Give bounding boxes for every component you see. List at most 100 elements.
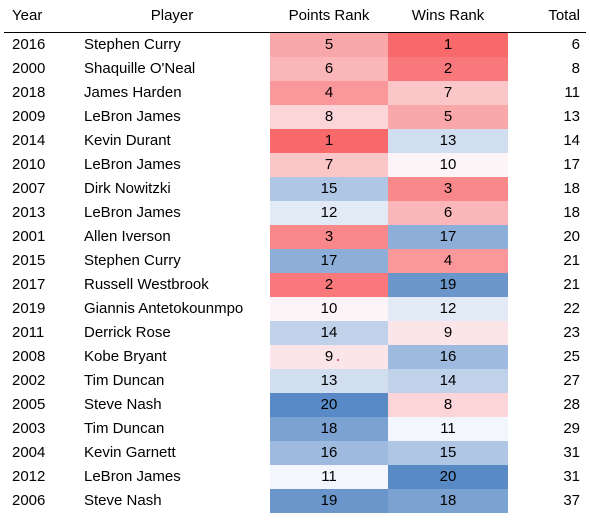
year-cell[interactable]: 2018 (12, 84, 46, 101)
player-cell[interactable]: Giannis Antetokounmpo (84, 300, 244, 317)
points-rank-cell[interactable]: 3 (270, 225, 388, 249)
total-cell[interactable]: 14 (563, 132, 580, 149)
player-cell[interactable]: James Harden (84, 84, 182, 101)
wins-rank-cell[interactable]: 8 (388, 393, 508, 417)
points-rank-cell[interactable]: 20 (270, 393, 388, 417)
year-cell[interactable]: 2017 (12, 276, 46, 293)
year-cell[interactable]: 2001 (12, 228, 46, 245)
total-cell[interactable]: 18 (563, 180, 580, 197)
total-cell[interactable]: 21 (563, 252, 580, 269)
year-cell[interactable]: 2009 (12, 108, 46, 125)
wins-rank-cell[interactable]: 4 (388, 249, 508, 273)
total-cell[interactable]: 37 (563, 492, 580, 509)
total-cell[interactable]: 31 (563, 468, 580, 485)
wins-rank-cell[interactable]: 19 (388, 273, 508, 297)
player-cell[interactable]: Shaquille O'Neal (84, 60, 196, 77)
wins-rank-cell[interactable]: 14 (388, 369, 508, 393)
total-cell[interactable]: 21 (563, 276, 580, 293)
total-header[interactable]: Total (508, 0, 586, 33)
wins-rank-cell[interactable]: 13 (388, 129, 508, 153)
year-cell[interactable]: 2012 (12, 468, 46, 485)
total-cell[interactable]: 22 (563, 300, 580, 317)
points-rank-cell[interactable]: 12 (270, 201, 388, 225)
player-cell[interactable]: Russell Westbrook (84, 276, 209, 293)
total-cell[interactable]: 11 (564, 84, 580, 101)
player-cell[interactable]: Stephen Curry (84, 36, 181, 53)
total-cell[interactable]: 17 (563, 156, 580, 173)
wins-rank-cell[interactable]: 3 (388, 177, 508, 201)
points-rank-cell[interactable]: 19 (270, 489, 388, 513)
year-cell[interactable]: 2006 (12, 492, 46, 509)
points-rank-cell[interactable]: 2 (270, 273, 388, 297)
year-cell[interactable]: 2003 (12, 420, 46, 437)
wins-rank-cell[interactable]: 7 (388, 81, 508, 105)
wins-rank-header[interactable]: Wins Rank (388, 0, 508, 33)
player-cell[interactable]: Dirk Nowitzki (84, 180, 171, 197)
points-rank-cell[interactable]: 9 (270, 345, 388, 369)
points-rank-cell[interactable]: 1 (270, 129, 388, 153)
year-cell[interactable]: 2010 (12, 156, 46, 173)
player-header[interactable]: Player (74, 0, 270, 33)
total-cell[interactable]: 13 (563, 108, 580, 125)
total-cell[interactable]: 18 (563, 204, 580, 221)
wins-rank-cell[interactable]: 15 (388, 441, 508, 465)
wins-rank-cell[interactable]: 9 (388, 321, 508, 345)
total-cell[interactable]: 23 (563, 324, 580, 341)
player-cell[interactable]: LeBron James (84, 108, 181, 125)
year-cell[interactable]: 2007 (12, 180, 46, 197)
total-cell[interactable]: 28 (563, 396, 580, 413)
year-cell[interactable]: 2011 (12, 324, 45, 341)
points-rank-header[interactable]: Points Rank (270, 0, 388, 33)
year-cell[interactable]: 2004 (12, 444, 46, 461)
wins-rank-cell[interactable]: 20 (388, 465, 508, 489)
points-rank-cell[interactable]: 4 (270, 81, 388, 105)
wins-rank-cell[interactable]: 2 (388, 57, 508, 81)
points-rank-cell[interactable]: 13 (270, 369, 388, 393)
total-cell[interactable]: 25 (563, 348, 580, 365)
points-rank-cell[interactable]: 8 (270, 105, 388, 129)
player-cell[interactable]: LeBron James (84, 468, 181, 485)
total-cell[interactable]: 27 (563, 372, 580, 389)
player-cell[interactable]: Kevin Garnett (84, 444, 176, 461)
year-cell[interactable]: 2014 (12, 132, 46, 149)
player-cell[interactable]: Tim Duncan (84, 420, 165, 437)
wins-rank-cell[interactable]: 1 (388, 32, 508, 57)
total-cell[interactable]: 31 (563, 444, 580, 461)
player-cell[interactable]: Steve Nash (84, 492, 162, 509)
year-header[interactable]: Year (4, 0, 74, 33)
player-cell[interactable]: Kobe Bryant (84, 348, 167, 365)
total-cell[interactable]: 6 (571, 36, 580, 53)
year-cell[interactable]: 2000 (12, 60, 46, 77)
points-rank-cell[interactable]: 17 (270, 249, 388, 273)
wins-rank-cell[interactable]: 12 (388, 297, 508, 321)
points-rank-cell[interactable]: 7 (270, 153, 388, 177)
player-cell[interactable]: Steve Nash (84, 396, 162, 413)
year-cell[interactable]: 2013 (12, 204, 46, 221)
year-cell[interactable]: 2002 (12, 372, 46, 389)
wins-rank-cell[interactable]: 10 (388, 153, 508, 177)
points-rank-cell[interactable]: 15 (270, 177, 388, 201)
points-rank-cell[interactable]: 14 (270, 321, 388, 345)
wins-rank-cell[interactable]: 16 (388, 345, 508, 369)
wins-rank-cell[interactable]: 17 (388, 225, 508, 249)
total-cell[interactable]: 8 (571, 60, 580, 77)
points-rank-cell[interactable]: 18 (270, 417, 388, 441)
player-cell[interactable]: Tim Duncan (84, 372, 165, 389)
year-cell[interactable]: 2008 (12, 348, 46, 365)
player-cell[interactable]: Allen Iverson (84, 228, 171, 245)
player-cell[interactable]: Stephen Curry (84, 252, 181, 269)
wins-rank-cell[interactable]: 6 (388, 201, 508, 225)
player-cell[interactable]: Derrick Rose (84, 324, 171, 341)
points-rank-cell[interactable]: 16 (270, 441, 388, 465)
year-cell[interactable]: 2019 (12, 300, 46, 317)
wins-rank-cell[interactable]: 18 (388, 489, 508, 513)
player-cell[interactable]: Kevin Durant (84, 132, 171, 149)
points-rank-cell[interactable]: 6 (270, 57, 388, 81)
year-cell[interactable]: 2015 (12, 252, 46, 269)
year-cell[interactable]: 2016 (12, 36, 46, 53)
wins-rank-cell[interactable]: 5 (388, 105, 508, 129)
year-cell[interactable]: 2005 (12, 396, 46, 413)
player-cell[interactable]: LeBron James (84, 204, 181, 221)
total-cell[interactable]: 29 (563, 420, 580, 437)
points-rank-cell[interactable]: 10 (270, 297, 388, 321)
